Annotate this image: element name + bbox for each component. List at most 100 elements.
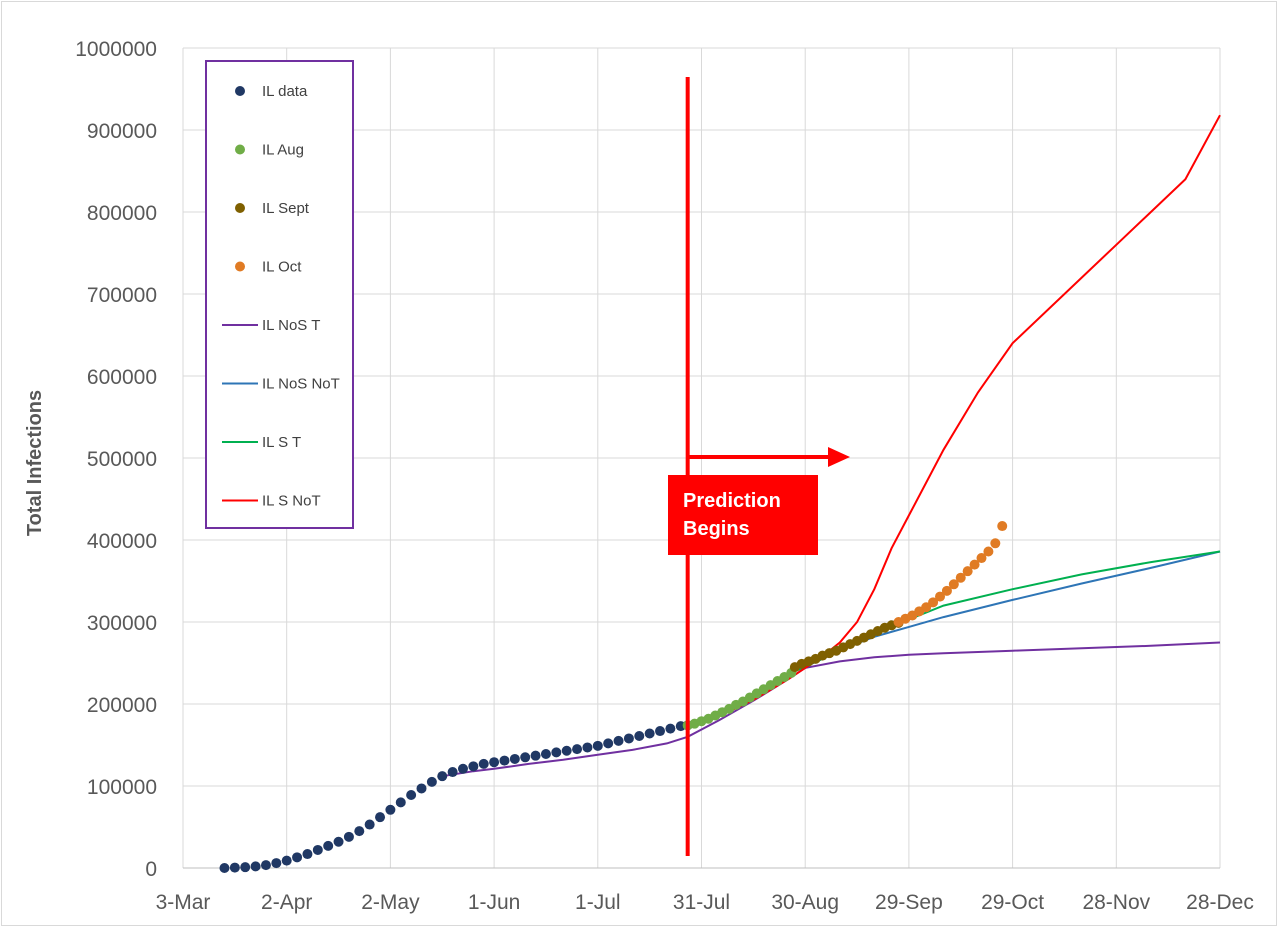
data-point-il-data xyxy=(240,862,251,873)
data-point-il-oct xyxy=(935,591,946,602)
data-point-il-data xyxy=(644,728,655,739)
data-point-il-oct xyxy=(955,572,966,583)
data-point-il-data xyxy=(375,812,386,823)
data-point-il-oct xyxy=(990,538,1001,549)
x-tick-label: 2-May xyxy=(361,891,420,914)
data-point-il-data xyxy=(343,831,354,842)
prediction-label-line2: Begins xyxy=(683,518,750,540)
data-point-il-oct xyxy=(921,602,932,613)
x-tick-label: 28-Dec xyxy=(1186,891,1254,914)
data-point-il-data xyxy=(665,723,676,734)
series-line-il-s-t xyxy=(790,550,1221,674)
x-tick-label: 29-Sep xyxy=(875,891,943,914)
x-tick-label: 30-Aug xyxy=(771,891,839,914)
data-point-il-data xyxy=(229,862,240,873)
data-point-il-data xyxy=(457,763,468,774)
x-tick-label: 31-Jul xyxy=(673,891,730,914)
data-point-il-data xyxy=(292,852,303,863)
data-point-il-data xyxy=(530,750,541,761)
x-tick-label: 29-Oct xyxy=(981,891,1044,914)
y-tick-label: 300000 xyxy=(87,612,157,635)
data-point-il-data xyxy=(312,844,323,855)
data-point-il-data xyxy=(364,819,375,830)
y-axis-ticks: 0 100000 200000 300000 400000 500000 600000 700… xyxy=(75,38,157,881)
legend-label: IL data xyxy=(262,83,308,100)
data-point-il-data xyxy=(302,849,313,860)
data-point-il-data xyxy=(385,804,396,815)
data-point-il-data xyxy=(219,863,230,873)
data-point-il-data xyxy=(281,855,292,866)
legend-label: IL NoS NoT xyxy=(262,376,340,393)
data-point-il-data xyxy=(655,726,666,737)
data-point-il-data xyxy=(395,797,406,808)
data-point-il-data xyxy=(634,730,645,741)
y-tick-label: 600000 xyxy=(87,366,157,389)
data-point-il-data xyxy=(551,747,562,758)
data-point-il-oct xyxy=(962,566,973,577)
legend-label: IL Aug xyxy=(262,142,304,159)
data-point-il-data xyxy=(323,840,334,851)
prediction-annotation: Prediction Begins xyxy=(668,475,818,555)
data-point-il-data xyxy=(623,733,634,744)
x-tick-label: 2-Apr xyxy=(261,891,312,914)
y-tick-label: 100000 xyxy=(87,776,157,799)
y-tick-label: 500000 xyxy=(87,448,157,471)
legend-marker xyxy=(235,203,245,213)
legend-marker xyxy=(235,86,245,96)
series-line-il-s-not xyxy=(687,114,1221,727)
data-point-il-data xyxy=(478,758,489,769)
prediction-label-line1: Prediction xyxy=(683,490,781,512)
data-point-il-data xyxy=(561,745,572,756)
data-point-il-oct xyxy=(941,585,952,596)
y-tick-label: 400000 xyxy=(87,530,157,553)
data-point-il-data xyxy=(499,755,510,766)
data-point-il-data xyxy=(271,858,282,869)
data-point-il-data xyxy=(572,744,583,755)
series-line-il-nos-not xyxy=(790,550,1221,674)
y-tick-label: 1000000 xyxy=(75,38,157,61)
data-point-il-data xyxy=(250,861,261,872)
data-point-il-data xyxy=(416,783,427,794)
x-tick-label: 1-Jul xyxy=(575,891,621,914)
data-point-il-data xyxy=(426,776,437,787)
legend-label: IL S NoT xyxy=(262,493,321,510)
data-point-il-data xyxy=(613,735,624,746)
data-point-il-data xyxy=(582,742,593,753)
data-point-il-oct xyxy=(983,546,994,557)
data-point-il-data xyxy=(333,836,344,847)
data-point-il-data xyxy=(437,771,448,782)
data-point-il-data xyxy=(468,761,479,772)
y-axis-label: Total Infections xyxy=(24,390,46,536)
data-point-il-oct xyxy=(948,579,959,590)
plot-area xyxy=(219,77,1221,873)
y-tick-label: 700000 xyxy=(87,284,157,307)
data-point-il-oct xyxy=(928,597,939,608)
legend-box xyxy=(205,60,354,529)
x-tick-label: 28-Nov xyxy=(1082,891,1150,914)
prediction-arrow-head xyxy=(828,447,850,467)
x-tick-label: 1-Jun xyxy=(468,891,521,914)
data-point-il-data xyxy=(354,826,365,837)
data-point-il-data xyxy=(520,752,531,763)
x-axis-ticks: 3-Mar 2-Apr 2-May 1-Jun 1-Jul 31-Jul 30-Aug 29-… xyxy=(156,891,1254,914)
data-point-il-oct xyxy=(997,521,1008,532)
data-point-il-data xyxy=(447,767,458,778)
data-point-il-oct xyxy=(969,559,980,570)
y-tick-label: 0 xyxy=(145,858,157,881)
data-point-il-data xyxy=(540,749,551,760)
legend-label: IL Sept xyxy=(262,200,310,217)
data-point-il-data xyxy=(509,753,520,764)
legend: IL data IL Aug IL Sept IL Oct IL NoS T IL NoS… xyxy=(205,60,354,529)
data-point-il-data xyxy=(592,740,603,751)
legend-label: IL NoS T xyxy=(262,317,320,334)
legend-label: IL Oct xyxy=(262,259,302,276)
data-point-il-data xyxy=(489,757,500,768)
data-point-il-data xyxy=(406,790,417,801)
y-tick-label: 900000 xyxy=(87,120,157,143)
x-tick-label: 3-Mar xyxy=(156,891,211,914)
data-point-il-data xyxy=(603,738,614,749)
legend-marker xyxy=(235,261,245,272)
legend-marker xyxy=(235,144,245,155)
